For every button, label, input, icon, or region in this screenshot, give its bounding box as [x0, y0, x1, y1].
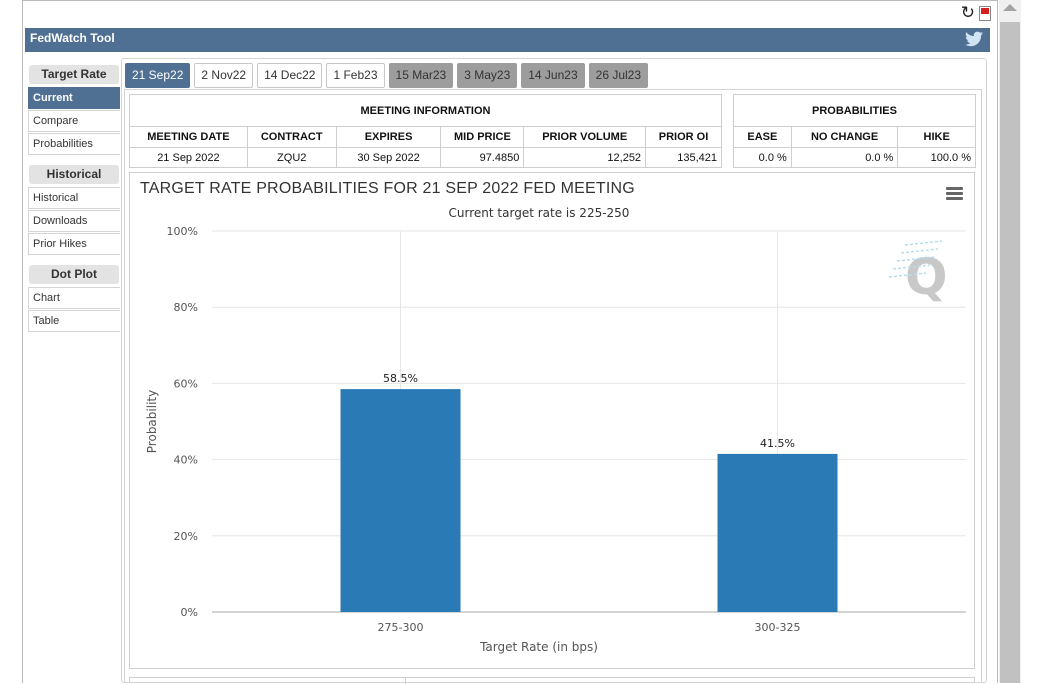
- tab-2-nov22[interactable]: 2 Nov22: [194, 63, 254, 88]
- meeting-tabs: 21 Sep22 2 Nov22 14 Dec22 1 Feb23 15 Mar…: [125, 63, 649, 88]
- data-label: 41.5%: [760, 437, 795, 450]
- watermark-stroke: [888, 272, 927, 278]
- app-title-bar: FedWatch Tool: [25, 28, 990, 52]
- sidebar-item-current[interactable]: Current: [28, 87, 120, 109]
- tab-26-jul23[interactable]: 26 Jul23: [588, 63, 649, 88]
- col-prior-volume: PRIOR VOLUME: [523, 126, 647, 148]
- tab-3-may23[interactable]: 3 May23: [457, 63, 518, 88]
- sidebar-item-table[interactable]: Table: [28, 310, 120, 332]
- col-ease: EASE: [733, 126, 792, 148]
- sidebar-item-compare[interactable]: Compare: [28, 110, 120, 132]
- cell-prior-volume: 12,252: [523, 147, 647, 168]
- sidebar-item-probabilities[interactable]: Probabilities: [28, 133, 120, 155]
- watermark-stroke: [900, 248, 939, 254]
- sidebar-item-prior-hikes[interactable]: Prior Hikes: [28, 233, 120, 255]
- cell-hike: 100.0 %: [897, 147, 976, 168]
- scroll-up-arrow-icon[interactable]: [1003, 4, 1017, 11]
- x-tick-label: 275-300: [378, 621, 424, 634]
- watermark-stroke: [892, 264, 931, 270]
- cell-prior-oi: 135,421: [645, 147, 722, 168]
- col-contract: CONTRACT: [246, 126, 337, 148]
- data-label: 58.5%: [383, 372, 418, 385]
- y-axis-title: Probability: [145, 390, 159, 453]
- tab-14-jun23[interactable]: 14 Jun23: [521, 63, 585, 88]
- bar: [340, 389, 461, 612]
- probabilities-heading: PROBABILITIES: [733, 94, 976, 127]
- x-tick-label: 300-325: [755, 621, 801, 634]
- sidebar: Target Rate Current Compare Probabilitie…: [28, 65, 120, 333]
- app-title: FedWatch Tool: [30, 31, 115, 45]
- bar-chart: Current target rate is 225-250 0% 20% 40% 60…: [145, 206, 966, 654]
- watermark-stroke: [896, 256, 935, 262]
- cell-expires: 30 Sep 2022: [335, 147, 442, 168]
- chart-menu-icon[interactable]: [946, 187, 963, 200]
- y-tick-label: 80%: [174, 301, 198, 314]
- table-row: 0.0 % 0.0 % 100.0 %: [733, 147, 976, 168]
- pdf-icon[interactable]: [979, 5, 991, 21]
- cell-no-change: 0.0 %: [790, 147, 899, 168]
- sidebar-item-chart[interactable]: Chart: [28, 287, 120, 309]
- col-no-change: NO CHANGE: [790, 126, 899, 148]
- col-mid-price: MID PRICE: [440, 126, 525, 148]
- tab-1-feb23[interactable]: 1 Feb23: [326, 63, 385, 88]
- tab-14-dec22[interactable]: 14 Dec22: [257, 63, 323, 88]
- vertical-scrollbar[interactable]: [999, 0, 1021, 683]
- y-tick-label: 40%: [174, 454, 198, 467]
- y-tick-label: 20%: [174, 530, 198, 543]
- chart-container: TARGET RATE PROBABILITIES FOR 21 SEP 202…: [129, 172, 975, 669]
- meeting-info-heading: MEETING INFORMATION: [129, 94, 722, 127]
- reload-icon[interactable]: ↻: [960, 3, 975, 23]
- sidebar-item-downloads[interactable]: Downloads: [28, 210, 120, 232]
- cell-mid-price: 97.4850: [440, 147, 525, 168]
- bottom-panel: [129, 677, 975, 684]
- cell-ease: 0.0 %: [733, 147, 792, 168]
- y-tick-label: 0%: [181, 606, 198, 619]
- sidebar-item-historical[interactable]: Historical: [28, 187, 120, 209]
- chart-title: TARGET RATE PROBABILITIES FOR 21 SEP 202…: [140, 180, 635, 197]
- col-prior-oi: PRIOR OI: [645, 126, 722, 148]
- sidebar-heading-historical: Historical: [29, 165, 119, 184]
- probabilities-table: PROBABILITIES EASE NO CHANGE HIKE 0.0 % …: [733, 94, 976, 168]
- sidebar-heading-dot-plot: Dot Plot: [29, 265, 119, 284]
- sidebar-heading-target-rate: Target Rate: [29, 65, 119, 84]
- scroll-thumb[interactable]: [1000, 22, 1020, 683]
- watermark-stroke: [904, 240, 943, 246]
- watermark-logo: Q: [905, 248, 948, 306]
- col-expires: EXPIRES: [335, 126, 442, 148]
- top-toolbar: ↻: [960, 3, 991, 23]
- twitter-icon[interactable]: [965, 31, 983, 47]
- y-tick-label: 100%: [167, 225, 198, 238]
- bar: [717, 453, 838, 612]
- tab-15-mar23[interactable]: 15 Mar23: [388, 63, 454, 88]
- tab-21-sep22[interactable]: 21 Sep22: [125, 63, 191, 88]
- chart-subtitle: Current target rate is 225-250: [449, 206, 630, 220]
- col-hike: HIKE: [897, 126, 976, 148]
- x-axis-title: Target Rate (in bps): [479, 640, 598, 654]
- cell-contract: ZQU2: [246, 147, 337, 168]
- cell-meeting-date: 21 Sep 2022: [129, 147, 248, 168]
- y-tick-label: 60%: [174, 377, 198, 390]
- table-row: 21 Sep 2022 ZQU2 30 Sep 2022 97.4850 12,…: [129, 147, 722, 168]
- meeting-info-table: MEETING INFORMATION MEETING DATE CONTRAC…: [129, 94, 722, 168]
- col-meeting-date: MEETING DATE: [129, 126, 248, 148]
